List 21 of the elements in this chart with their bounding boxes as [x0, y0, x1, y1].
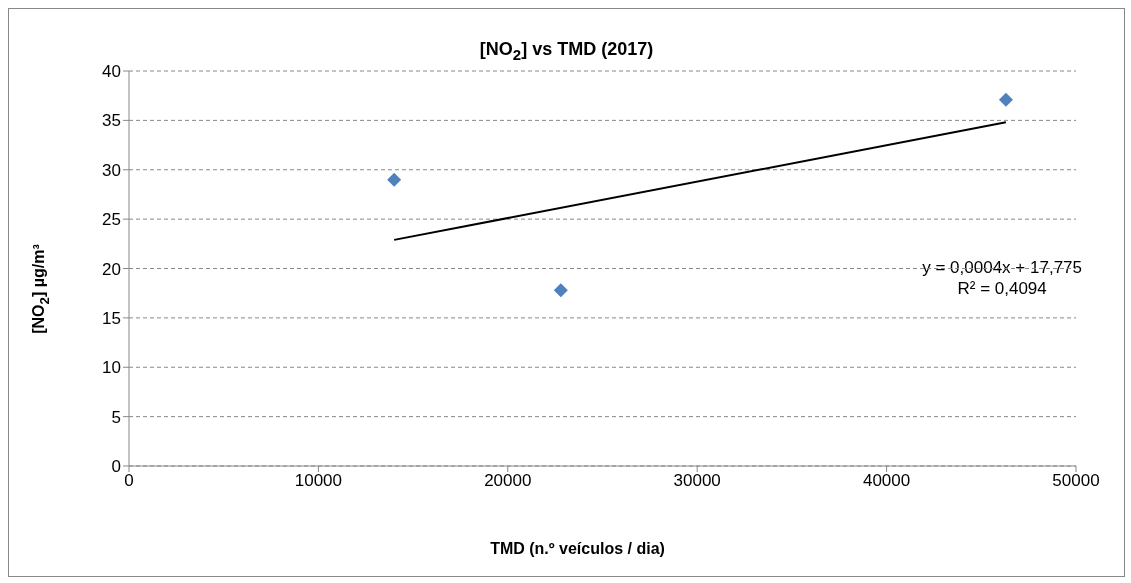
x-tick-label: 0 — [124, 471, 134, 491]
y-tick-label: 30 — [102, 160, 121, 180]
y-tick-label: 0 — [111, 457, 121, 477]
x-tick-label: 40000 — [862, 471, 911, 491]
y-tick-label: 10 — [102, 358, 121, 378]
chart-title: [NO$_{2}$] vs TMD (2017) — [478, 39, 655, 63]
y-tick-label: 35 — [102, 111, 121, 131]
point — [553, 283, 568, 298]
y-tick-label: 25 — [102, 210, 121, 230]
y-tick-label: 5 — [111, 407, 121, 427]
y-tick-label: 20 — [102, 259, 121, 279]
annotation: R² = 0,4094 — [956, 278, 1048, 299]
x-tick-label: 10000 — [294, 471, 343, 491]
x-tick-label: 20000 — [484, 471, 532, 491]
point — [998, 92, 1013, 107]
point — [387, 172, 402, 187]
y-tick-label: 40 — [102, 62, 121, 82]
y-tick-label: 15 — [102, 308, 121, 328]
x-tick-label: 30000 — [673, 471, 721, 491]
x-tick-label: 50000 — [1052, 471, 1100, 491]
x-axis-title: TMD (n.º veículos / dia) — [489, 540, 666, 558]
